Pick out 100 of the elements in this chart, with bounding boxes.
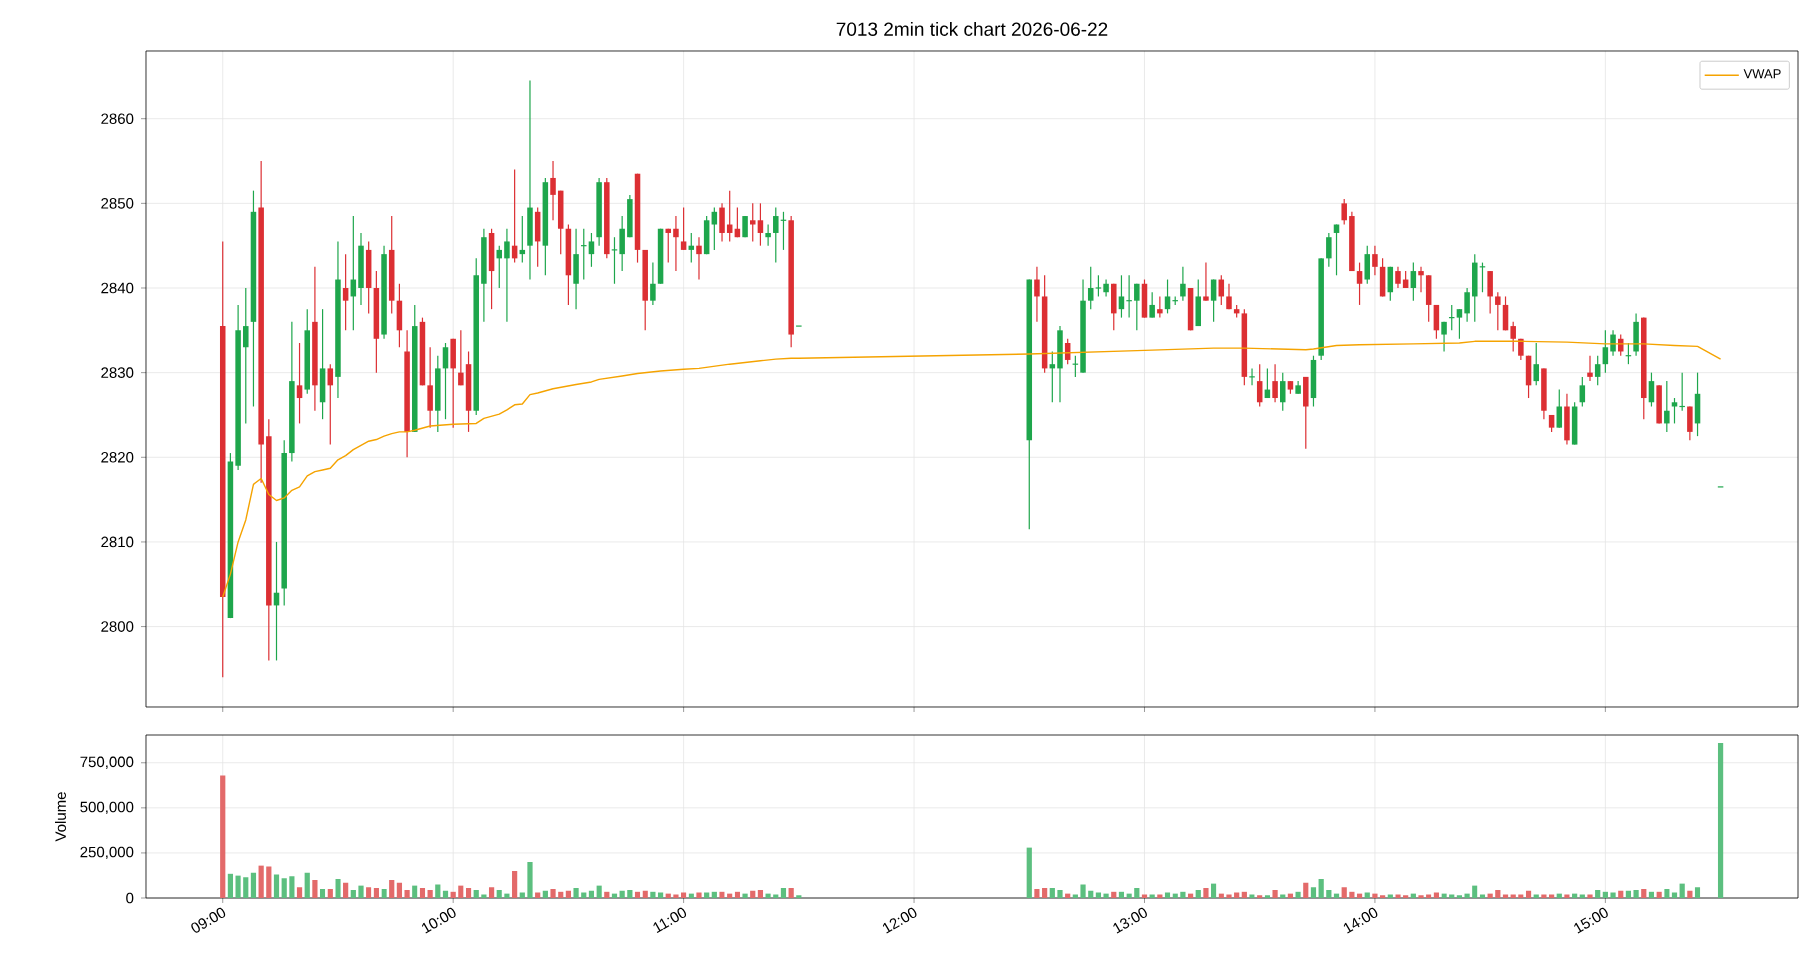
bar [604,891,610,898]
candlestick [1495,291,1501,331]
bar [312,879,318,898]
bar [1502,894,1509,898]
bar [1717,742,1724,898]
bar [1241,891,1247,898]
bar [1564,894,1570,898]
bar [627,889,633,898]
bar [1533,894,1539,898]
line-series [222,340,1722,598]
bar [1633,889,1639,898]
bar [719,891,725,898]
bar [488,887,495,898]
bar [1264,895,1270,898]
candlestick [711,206,718,251]
bar [1195,889,1201,898]
bar [1495,889,1501,898]
bar [1141,894,1148,898]
bar [1072,894,1078,898]
bar [1249,894,1255,898]
chart-title: 7013 2min tick chart 2026-06-22 [836,21,1108,36]
bar [1280,894,1286,898]
y-tick-label: 2810 [101,536,134,548]
bar [1648,891,1655,898]
candlestick [342,253,349,331]
bar [1418,895,1424,898]
candlestick [1149,291,1155,319]
candlestick [1164,278,1171,314]
y-tick-label: 2860 [101,113,134,125]
bar [1149,894,1155,898]
candlestick [550,160,556,221]
bar [1587,894,1593,898]
bar [1510,894,1516,898]
candlestick [1118,274,1125,319]
bar [258,865,264,898]
candlestick [442,342,449,420]
bar [235,875,241,898]
bar [1387,894,1393,898]
bar [250,872,257,898]
bar [1034,888,1040,898]
bar [1326,889,1332,898]
candlestick [1210,278,1217,323]
bar [1449,894,1455,898]
candlestick [665,228,672,264]
y-tick-label: 0 [126,892,134,904]
bar [304,872,310,898]
candlestick [1664,380,1670,433]
bar [396,882,403,898]
bar [1541,894,1547,898]
bar [404,889,410,898]
bar [419,888,426,898]
candlestick [1410,262,1417,302]
candlestick [1034,266,1040,323]
candlestick [1203,262,1209,302]
bar [465,888,472,898]
bar [350,889,356,898]
candlestick [1579,376,1586,408]
y-tick-label: 500,000 [80,801,134,815]
bar [296,887,303,898]
candlestick [1248,367,1256,386]
bar [1080,884,1086,898]
candlestick [1456,308,1463,340]
bar [1479,894,1486,898]
bar [243,877,249,898]
bar [1203,888,1209,898]
bar [1180,891,1186,898]
bar [1272,889,1278,898]
candlestick [1372,245,1378,276]
bar [673,894,679,898]
candlestick [327,363,334,446]
bar [596,885,602,898]
bar [458,885,464,898]
candlestick [1510,321,1516,353]
candlestick [1464,287,1470,323]
bar [1372,893,1378,898]
bar [527,861,533,898]
y-axis-title: Volume [54,792,66,842]
candlestick [1326,232,1332,268]
bar [1403,895,1409,898]
bar [542,890,548,898]
candlestick [765,223,771,247]
candlestick [1134,283,1140,331]
y-tick-label: 750,000 [80,756,134,769]
bar [1579,894,1585,898]
bar [1656,891,1662,898]
bar [1103,893,1109,898]
candlestick [1441,321,1447,353]
candlestick [243,287,249,425]
candlestick [1556,388,1563,429]
bar [1303,882,1309,898]
bar [266,866,272,898]
candlestick [588,232,595,268]
candlestick [1279,372,1286,412]
bar [1134,888,1140,898]
candlestick [1418,266,1424,293]
candlestick [1356,262,1363,306]
bar [442,890,449,898]
bar [1525,890,1532,898]
bar [565,890,571,898]
candlestick [1533,342,1539,386]
